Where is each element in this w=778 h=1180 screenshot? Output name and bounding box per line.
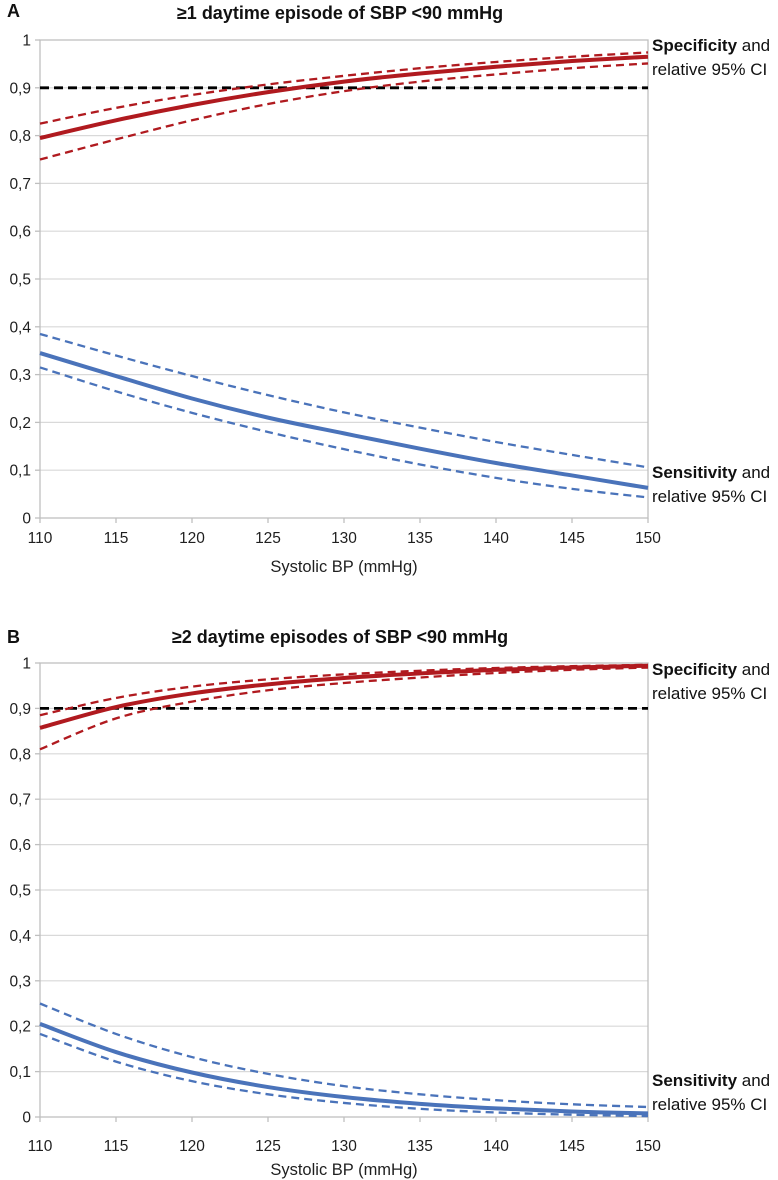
specificity-label-rest: and [737, 36, 771, 55]
x-tick-label: 130 [331, 530, 357, 547]
y-tick-label: 0,9 [9, 701, 31, 718]
x-tick-label: 145 [559, 530, 585, 547]
specificity-line [39, 54, 649, 140]
x-tick-label: 135 [407, 1138, 433, 1155]
specificity-label-line2: relative 95% CI [652, 684, 768, 703]
panel-b-specificity-label: Specificity and relative 95% CI [652, 658, 778, 706]
x-tick-label: 110 [28, 1138, 53, 1155]
x-tick-label: 140 [483, 1138, 509, 1155]
specificity-lower-95-ci-line [39, 62, 649, 161]
y-tick-label: 1 [22, 33, 31, 50]
x-tick-label: 150 [635, 1138, 661, 1155]
y-tick-label: 0,4 [9, 319, 31, 336]
y-tick-label: 1 [22, 656, 31, 673]
sensitivity-lower-95-ci-line [39, 1032, 649, 1118]
x-tick-label: 145 [559, 1138, 585, 1155]
panel-a-x-axis-title: Systolic BP (mmHg) [270, 558, 417, 576]
specificity-lower-95-ci-line [39, 666, 649, 751]
panel-b-title: ≥2 daytime episodes of SBP <90 mmHg [172, 627, 508, 647]
sensitivity-label-line2: relative 95% CI [652, 1095, 768, 1114]
panel-a-letter: A [7, 1, 20, 21]
x-tick-label: 115 [104, 530, 129, 547]
y-tick-label: 0,5 [9, 272, 31, 289]
specificity-upper-95-ci-line [39, 51, 649, 125]
y-tick-label: 0,3 [9, 973, 31, 990]
sensitivity-lower-95-ci-line [39, 366, 649, 499]
sensitivity-label-line2: relative 95% CI [652, 487, 768, 506]
y-tick-label: 0,1 [9, 463, 31, 480]
panel-b-chart: B ≥2 daytime episodes of SBP <90 mmHg 00… [7, 627, 661, 1179]
sensitivity-label-rest: and [737, 1071, 771, 1090]
y-tick-label: 0,6 [9, 837, 31, 854]
y-tick-label: 0,3 [9, 367, 31, 384]
panel-a-sensitivity-label: Sensitivity and relative 95% CI [652, 461, 778, 509]
panel-a-plot-area: 0 0,1 0,2 0,3 0,4 0,5 0,6 0,7 0,8 0,9 1 110 115 120 12… [9, 33, 661, 548]
sensitivity-label-rest: and [737, 463, 771, 482]
x-tick-label: 150 [635, 530, 661, 547]
panel-b-letter: B [7, 627, 20, 647]
y-tick-label: 0,9 [9, 80, 31, 97]
x-tick-label: 110 [28, 530, 53, 547]
panel-a-title: ≥1 daytime episode of SBP <90 mmHg [177, 3, 503, 23]
y-tick-label: 0,7 [9, 176, 31, 193]
y-tick-label: 0,8 [9, 746, 31, 763]
sensitivity-line [39, 351, 649, 490]
panel-b-x-axis-title: Systolic BP (mmHg) [270, 1161, 417, 1179]
sensitivity-upper-95-ci-line [39, 1002, 649, 1109]
x-tick-label: 140 [483, 530, 509, 547]
y-tick-label: 0,8 [9, 128, 31, 145]
y-tick-label: 0,2 [9, 415, 31, 432]
sensitivity-label-bold: Sensitivity [652, 1071, 738, 1090]
sensitivity-upper-95-ci-line [39, 332, 649, 469]
y-tick-label: 0,2 [9, 1019, 31, 1036]
y-tick-label: 0,1 [9, 1064, 31, 1081]
x-tick-label: 125 [255, 1138, 281, 1155]
panel-a-chart: A ≥1 daytime episode of SBP <90 mmHg 0 0,… [7, 1, 661, 576]
specificity-line [39, 663, 649, 730]
y-tick-label: 0,4 [9, 928, 31, 945]
specificity-label-bold: Specificity [652, 660, 738, 679]
x-tick-label: 125 [255, 530, 281, 547]
x-tick-label: 120 [179, 1138, 205, 1155]
x-tick-label: 135 [407, 530, 433, 547]
y-tick-label: 0,5 [9, 883, 31, 900]
specificity-label-rest: and [737, 660, 771, 679]
y-tick-label: 0,7 [9, 792, 31, 809]
x-tick-label: 130 [331, 1138, 357, 1155]
specificity-label-bold: Specificity [652, 36, 738, 55]
panel-b-plot-area: 0 0,1 0,2 0,3 0,4 0,5 0,6 0,7 0,8 0,9 1 110 115 120 12… [9, 656, 661, 1156]
x-tick-label: 115 [104, 1138, 129, 1155]
panel-a-specificity-label: Specificity and relative 95% CI [652, 34, 778, 82]
panel-b-sensitivity-label: Sensitivity and relative 95% CI [652, 1069, 778, 1117]
panel-a: A ≥1 daytime episode of SBP <90 mmHg 0 0,… [7, 1, 778, 576]
sensitivity-line [39, 1022, 649, 1116]
y-tick-label: 0 [22, 511, 31, 528]
specificity-label-line2: relative 95% CI [652, 60, 768, 79]
sensitivity-label-bold: Sensitivity [652, 463, 738, 482]
y-tick-label: 0,6 [9, 224, 31, 241]
y-tick-label: 0 [22, 1110, 31, 1127]
x-tick-label: 120 [179, 530, 205, 547]
